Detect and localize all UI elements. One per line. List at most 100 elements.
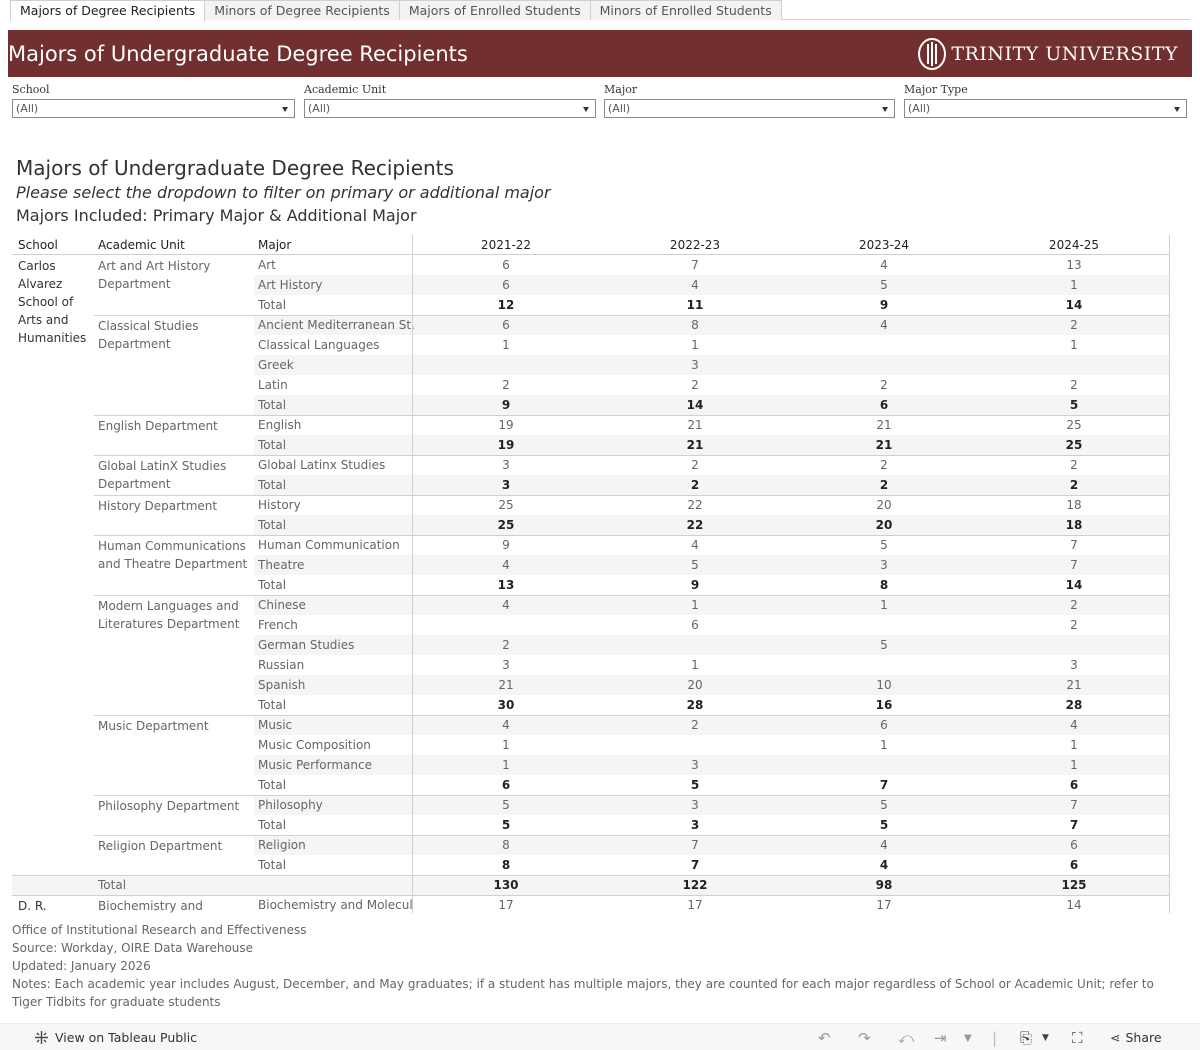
value-cell[interactable]: 21 — [498, 678, 514, 692]
value-cell[interactable]: 2 — [880, 458, 888, 472]
value-cell[interactable]: 6 — [880, 718, 888, 732]
value-cell[interactable]: 4 — [691, 538, 699, 552]
tab-majors-enrolled-students[interactable]: Majors of Enrolled Students — [398, 0, 591, 20]
tab-minors-degree-recipients[interactable]: Minors of Degree Recipients — [204, 0, 400, 20]
value-cell[interactable]: 19 — [497, 438, 515, 452]
value-cell[interactable]: 22 — [686, 518, 704, 532]
value-cell[interactable]: 1 — [880, 738, 888, 752]
value-cell[interactable]: 5 — [691, 558, 699, 572]
value-cell[interactable]: 5 — [690, 778, 700, 792]
value-cell[interactable]: 20 — [875, 518, 893, 532]
redo-icon[interactable]: ↷ — [858, 1029, 871, 1047]
download-menu-chevron-icon[interactable]: ▼ — [1042, 1033, 1049, 1043]
value-cell[interactable]: 2 — [502, 638, 510, 652]
value-cell[interactable]: 8 — [879, 578, 889, 592]
value-cell[interactable]: 14 — [1065, 578, 1083, 592]
value-cell[interactable]: 7 — [1070, 558, 1078, 572]
value-cell[interactable]: 11 — [686, 298, 704, 312]
value-cell[interactable]: 1 — [1070, 278, 1078, 292]
value-cell[interactable]: 1 — [691, 658, 699, 672]
value-cell[interactable]: 8 — [501, 858, 511, 872]
school-dropdown[interactable]: (All) — [12, 99, 295, 118]
value-cell[interactable]: 21 — [875, 438, 893, 452]
tab-minors-enrolled-students[interactable]: Minors of Enrolled Students — [589, 0, 782, 20]
value-cell[interactable]: 1 — [502, 738, 510, 752]
value-cell[interactable]: 7 — [879, 778, 889, 792]
value-cell[interactable]: 5 — [502, 798, 510, 812]
view-on-tableau-public-link[interactable]: View on Tableau Public — [34, 1030, 197, 1045]
value-cell[interactable]: 20 — [687, 678, 703, 692]
value-cell[interactable]: 3 — [691, 798, 699, 812]
value-cell[interactable]: 21 — [1066, 678, 1082, 692]
value-cell[interactable]: 5 — [880, 798, 888, 812]
value-cell[interactable]: 6 — [502, 278, 510, 292]
value-cell[interactable]: 21 — [876, 418, 892, 432]
value-cell[interactable]: 1 — [691, 338, 699, 352]
value-cell[interactable]: 2 — [1070, 458, 1078, 472]
value-cell[interactable]: 28 — [1065, 698, 1083, 712]
value-cell[interactable]: 16 — [875, 698, 893, 712]
value-cell[interactable]: 9 — [502, 538, 510, 552]
value-cell[interactable]: 9 — [690, 578, 700, 592]
major-type-dropdown[interactable]: (All) — [904, 99, 1187, 118]
value-cell[interactable]: 6 — [1069, 778, 1079, 792]
value-cell[interactable]: 7 — [1070, 538, 1078, 552]
value-cell[interactable]: 5 — [501, 818, 511, 832]
value-cell[interactable]: 6 — [501, 778, 511, 792]
value-cell[interactable]: 17 — [498, 898, 514, 912]
value-cell[interactable]: 7 — [1070, 798, 1078, 812]
value-cell[interactable]: 8 — [691, 318, 699, 332]
value-cell[interactable]: 8 — [502, 838, 510, 852]
value-cell[interactable]: 1 — [1070, 758, 1078, 772]
value-cell[interactable]: 5 — [879, 818, 889, 832]
value-cell[interactable]: 1 — [880, 598, 888, 612]
value-cell[interactable]: 6 — [502, 258, 510, 272]
value-cell[interactable]: 2 — [691, 458, 699, 472]
value-cell[interactable]: 2 — [690, 478, 700, 492]
value-cell[interactable]: 2 — [1070, 378, 1078, 392]
value-cell[interactable]: 30 — [497, 698, 515, 712]
value-cell[interactable]: 19 — [498, 418, 514, 432]
value-cell[interactable]: 6 — [879, 398, 889, 412]
undo-icon[interactable]: ↶ — [818, 1029, 831, 1047]
value-cell[interactable]: 9 — [879, 298, 889, 312]
value-cell[interactable]: 1 — [502, 758, 510, 772]
share-button[interactable]: ⋖ Share — [1110, 1030, 1162, 1045]
value-cell[interactable]: 2 — [1069, 478, 1079, 492]
value-cell[interactable]: 2 — [691, 378, 699, 392]
value-cell[interactable]: 1 — [502, 338, 510, 352]
value-cell[interactable]: 7 — [1069, 818, 1079, 832]
value-cell[interactable]: 20 — [876, 498, 892, 512]
refresh-menu-chevron-icon[interactable]: ▼ — [964, 1033, 972, 1044]
revert-icon[interactable]: ⤺ — [898, 1029, 915, 1047]
refresh-icon[interactable]: ⇥ — [934, 1029, 947, 1047]
value-cell[interactable]: 3 — [690, 818, 700, 832]
value-cell[interactable]: 3 — [502, 458, 510, 472]
value-cell[interactable]: 1 — [1070, 738, 1078, 752]
value-cell[interactable]: 21 — [687, 418, 703, 432]
value-cell[interactable]: 12 — [497, 298, 515, 312]
tab-majors-degree-recipients[interactable]: Majors of Degree Recipients — [10, 0, 206, 21]
value-cell[interactable]: 5 — [880, 538, 888, 552]
value-cell[interactable]: 4 — [502, 718, 510, 732]
value-cell[interactable]: 1 — [1070, 338, 1078, 352]
value-cell[interactable]: 13 — [497, 578, 515, 592]
value-cell[interactable]: 14 — [1065, 298, 1083, 312]
value-cell[interactable]: 2 — [502, 378, 510, 392]
value-cell[interactable]: 2 — [1070, 618, 1078, 632]
value-cell[interactable]: 25 — [1066, 418, 1082, 432]
value-cell[interactable]: 2 — [1070, 318, 1078, 332]
value-cell[interactable]: 4 — [880, 258, 888, 272]
value-cell[interactable]: 6 — [1070, 838, 1078, 852]
value-cell[interactable]: 14 — [1066, 898, 1082, 912]
value-cell[interactable]: 5 — [880, 278, 888, 292]
value-cell[interactable]: 4 — [1070, 718, 1078, 732]
value-cell[interactable]: 4 — [880, 318, 888, 332]
value-cell[interactable]: 22 — [687, 498, 703, 512]
value-cell[interactable]: 2 — [879, 478, 889, 492]
value-cell[interactable]: 6 — [502, 318, 510, 332]
value-cell[interactable]: 130 — [493, 878, 519, 892]
value-cell[interactable]: 9 — [501, 398, 511, 412]
value-cell[interactable]: 4 — [502, 598, 510, 612]
value-cell[interactable]: 4 — [880, 838, 888, 852]
